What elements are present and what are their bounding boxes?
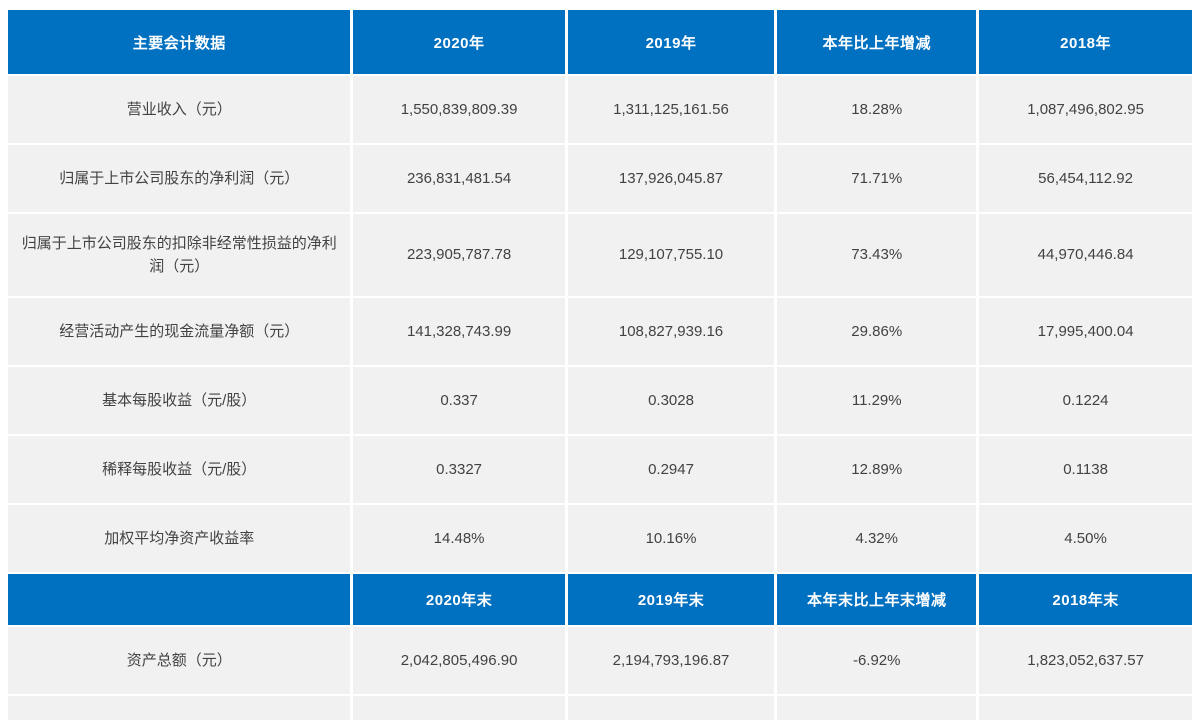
table-cell: 12.89% bbox=[775, 435, 980, 505]
table-cell: 0.3028 bbox=[566, 366, 778, 436]
table-cell: 1,823,052,637.57 bbox=[977, 626, 1192, 696]
table-cell: 4.32% bbox=[775, 504, 980, 574]
table-row-revenue: 营业收入（元） 1,550,839,809.39 1,311,125,161.5… bbox=[8, 75, 1192, 145]
header-2020-end: 2020年末 bbox=[351, 573, 568, 627]
table-row-weighted-avg-roe: 加权平均净资产收益率 14.48% 10.16% 4.32% 4.50% bbox=[8, 504, 1192, 574]
row-label: 营业收入（元） bbox=[8, 75, 354, 145]
table-cell: 1,550,839,809.39 bbox=[351, 75, 568, 145]
table-cell: 71.71% bbox=[775, 144, 980, 214]
table-row-net-assets: 归属于上市公司股东的净资产（元） 1,372,346,713.06 1,487,… bbox=[8, 695, 1192, 720]
table-cell: 18.28% bbox=[775, 75, 980, 145]
table-cell: 73.43% bbox=[775, 213, 980, 298]
table-row-operating-cash-flow: 经营活动产生的现金流量净额（元） 141,328,743.99 108,827,… bbox=[8, 297, 1192, 367]
table-cell: 2,194,793,196.87 bbox=[566, 626, 778, 696]
table-cell: 2,042,805,496.90 bbox=[351, 626, 568, 696]
table-header-annual: 主要会计数据 2020年 2019年 本年比上年增减 2018年 bbox=[8, 10, 1192, 76]
table-row-basic-eps: 基本每股收益（元/股） 0.337 0.3028 11.29% 0.1224 bbox=[8, 366, 1192, 436]
table-cell: 1,087,496,802.95 bbox=[977, 75, 1192, 145]
table-row-total-assets: 资产总额（元） 2,042,805,496.90 2,194,793,196.8… bbox=[8, 626, 1192, 696]
table-cell: 14.48% bbox=[351, 504, 568, 574]
header-2019-end: 2019年末 bbox=[566, 573, 778, 627]
table-cell: 236,831,481.54 bbox=[351, 144, 568, 214]
header-2019: 2019年 bbox=[566, 10, 778, 76]
table-cell: 29.86% bbox=[775, 297, 980, 367]
header-year-end-change: 本年末比上年末增减 bbox=[775, 573, 980, 627]
table-cell: 223,905,787.78 bbox=[351, 213, 568, 298]
row-label: 经营活动产生的现金流量净额（元） bbox=[8, 297, 354, 367]
table-row-net-profit-excl-nonrecurring: 归属于上市公司股东的扣除非经常性损益的净利润（元） 223,905,787.78… bbox=[8, 213, 1192, 298]
header-blank bbox=[8, 573, 354, 627]
row-label: 基本每股收益（元/股） bbox=[8, 366, 354, 436]
table-cell: 4.50% bbox=[977, 504, 1192, 574]
row-label: 归属于上市公司股东的净资产（元） bbox=[8, 695, 354, 720]
table-cell: 0.1224 bbox=[977, 366, 1192, 436]
header-2020: 2020年 bbox=[351, 10, 568, 76]
table-cell: 17,995,400.04 bbox=[977, 297, 1192, 367]
table-row-net-profit: 归属于上市公司股东的净利润（元） 236,831,481.54 137,926,… bbox=[8, 144, 1192, 214]
table-cell: 0.337 bbox=[351, 366, 568, 436]
row-label: 稀释每股收益（元/股） bbox=[8, 435, 354, 505]
table-cell: 0.2947 bbox=[566, 435, 778, 505]
header-main-title: 主要会计数据 bbox=[8, 10, 354, 76]
row-label: 资产总额（元） bbox=[8, 626, 354, 696]
table-cell: 129,107,755.10 bbox=[566, 213, 778, 298]
table-cell: -6.92% bbox=[775, 626, 980, 696]
table-cell: 56,454,112.92 bbox=[977, 144, 1192, 214]
table-cell: 1,487,329,627.34 bbox=[566, 695, 778, 720]
table-cell: 11.29% bbox=[775, 366, 980, 436]
table-cell: 0.1138 bbox=[977, 435, 1192, 505]
table-cell: 1,311,125,161.56 bbox=[566, 75, 778, 145]
header-2018: 2018年 bbox=[977, 10, 1192, 76]
table-cell: 108,827,939.16 bbox=[566, 297, 778, 367]
table-header-year-end: 2020年末 2019年末 本年末比上年末增减 2018年末 bbox=[8, 573, 1192, 627]
key-accounting-data-table: 主要会计数据 2020年 2019年 本年比上年增减 2018年 营业收入（元）… bbox=[8, 10, 1192, 720]
header-yoy-change: 本年比上年增减 bbox=[775, 10, 980, 76]
table-cell: 137,926,045.87 bbox=[566, 144, 778, 214]
table-cell: 141,328,743.99 bbox=[351, 297, 568, 367]
row-label: 归属于上市公司股东的净利润（元） bbox=[8, 144, 354, 214]
row-label: 加权平均净资产收益率 bbox=[8, 504, 354, 574]
row-label: 归属于上市公司股东的扣除非经常性损益的净利润（元） bbox=[8, 213, 354, 298]
table-cell: 10.16% bbox=[566, 504, 778, 574]
table-cell: 0.3327 bbox=[351, 435, 568, 505]
table-cell: 1,230,671,814.67 bbox=[977, 695, 1192, 720]
header-2018-end: 2018年末 bbox=[977, 573, 1192, 627]
table-cell: 44,970,446.84 bbox=[977, 213, 1192, 298]
table-cell: -7.73% bbox=[775, 695, 980, 720]
table-row-diluted-eps: 稀释每股收益（元/股） 0.3327 0.2947 12.89% 0.1138 bbox=[8, 435, 1192, 505]
table-cell: 1,372,346,713.06 bbox=[351, 695, 568, 720]
